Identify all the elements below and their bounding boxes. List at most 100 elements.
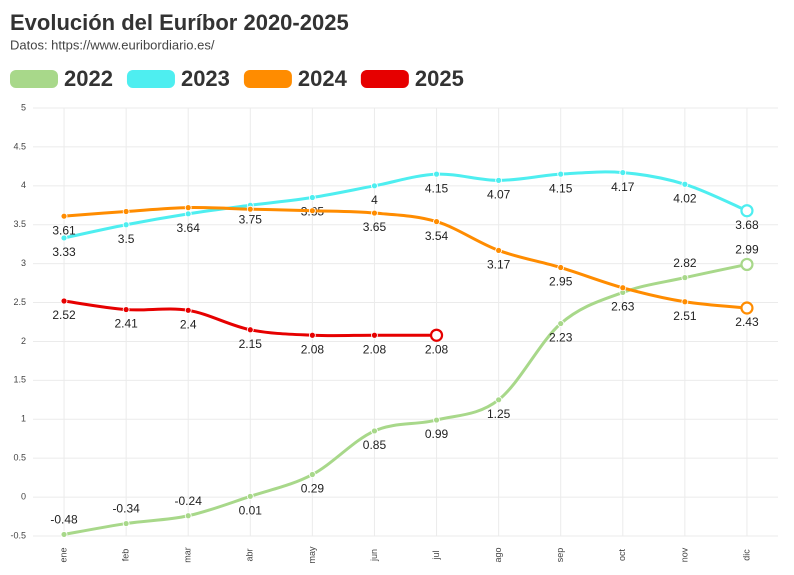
data-label: 3.68	[735, 218, 759, 232]
point-marker	[308, 207, 316, 215]
point-marker	[184, 512, 192, 520]
data-label: 0.99	[425, 427, 449, 441]
point-marker	[433, 416, 440, 424]
data-label: 1.25	[487, 407, 511, 421]
point-marker	[557, 264, 565, 271]
chart-subtitle: Datos: https://www.euribordiario.es/	[10, 37, 215, 52]
point-marker	[60, 234, 68, 242]
point-marker	[371, 427, 378, 435]
legend-label: 2022	[64, 66, 113, 91]
point-marker	[681, 274, 689, 282]
point-marker	[429, 328, 444, 342]
data-label: 0.85	[363, 438, 387, 452]
data-label: 4.17	[611, 180, 635, 194]
data-label: 4.02	[673, 191, 697, 205]
y-tick-label: 2	[21, 336, 26, 346]
point-marker	[681, 298, 689, 306]
data-label: 3.64	[177, 221, 201, 235]
point-marker	[308, 194, 316, 201]
x-tick-label: feb	[121, 549, 131, 562]
legend-swatch	[10, 70, 58, 88]
data-label: 3.61	[52, 223, 76, 237]
y-tick-label: 0.5	[13, 453, 26, 463]
y-tick-label: 0	[21, 491, 26, 501]
legend-swatch	[360, 70, 409, 88]
data-label: 2.08	[363, 342, 387, 356]
x-tick-label: mar	[183, 547, 193, 563]
y-tick-label: -0.5	[10, 530, 26, 540]
data-label: 4.15	[425, 181, 449, 195]
y-tick-label: 4.5	[13, 141, 26, 151]
point-marker	[371, 331, 378, 339]
line	[63, 262, 748, 536]
point-marker	[619, 169, 627, 176]
data-label: 2.51	[673, 309, 697, 323]
data-label: 0.29	[301, 482, 325, 496]
data-label: 3.54	[425, 229, 449, 243]
y-tick-label: 3	[21, 258, 26, 268]
y-tick-label: 1	[21, 414, 26, 424]
point-marker	[495, 247, 503, 254]
data-label: 2.99	[735, 243, 759, 257]
point-marker	[184, 204, 192, 212]
data-label: 3.75	[239, 212, 263, 226]
point-marker	[308, 471, 316, 478]
data-label: 0.01	[239, 503, 263, 517]
point-marker	[557, 320, 565, 327]
point-marker	[308, 331, 316, 339]
legend-label: 2023	[181, 66, 230, 91]
data-label: 2.95	[549, 275, 573, 289]
x-tick-label: ago	[493, 547, 503, 562]
legend-swatch	[243, 70, 292, 88]
point-marker	[60, 531, 68, 538]
data-label: 3.33	[52, 245, 76, 259]
y-tick-label: 2.5	[13, 297, 26, 307]
point-marker	[557, 170, 565, 178]
line	[63, 170, 748, 240]
line	[63, 206, 748, 310]
point-marker	[246, 205, 254, 213]
data-label: -0.48	[50, 513, 78, 527]
y-tick-label: 4	[21, 180, 26, 190]
y-tick-label: 3.5	[13, 219, 26, 229]
point-marker	[433, 170, 440, 178]
point-marker	[495, 396, 503, 404]
x-tick-label: nov	[679, 547, 689, 562]
data-label: 2.52	[52, 308, 76, 322]
data-label: 2.23	[549, 331, 573, 345]
legend-label: 2024	[298, 66, 348, 91]
x-tick-label: abr	[245, 548, 255, 561]
x-tick-label: may	[307, 546, 317, 564]
point-marker	[184, 210, 192, 218]
point-marker	[681, 180, 689, 188]
point-marker	[619, 284, 627, 292]
point-marker	[246, 326, 254, 334]
data-label: 2.08	[301, 342, 325, 356]
point-marker	[122, 520, 130, 527]
x-tick-label: jul	[431, 550, 441, 560]
data-label: 2.4	[180, 317, 197, 331]
data-label: 2.63	[611, 300, 635, 314]
data-label: -0.34	[112, 502, 140, 516]
x-tick-label: oct	[617, 549, 627, 562]
point-marker	[371, 182, 378, 190]
data-label: 4	[371, 193, 378, 207]
point-marker	[122, 306, 130, 313]
point-marker	[184, 306, 192, 314]
legend-label: 2025	[415, 66, 464, 91]
data-label: 2.43	[735, 315, 759, 329]
point-marker	[740, 204, 754, 218]
data-label: -0.24	[175, 494, 203, 508]
point-marker	[371, 209, 378, 217]
point-marker	[122, 208, 130, 215]
data-label: 4.07	[487, 188, 511, 202]
data-label: 4.15	[549, 181, 573, 195]
point-marker	[740, 257, 754, 272]
x-tick-label: jun	[369, 549, 379, 562]
y-tick-label: 1.5	[13, 375, 26, 385]
point-marker	[60, 297, 68, 305]
y-tick-label: 5	[21, 102, 26, 112]
x-tick-label: sep	[555, 548, 565, 563]
data-label: 2.82	[673, 256, 697, 270]
